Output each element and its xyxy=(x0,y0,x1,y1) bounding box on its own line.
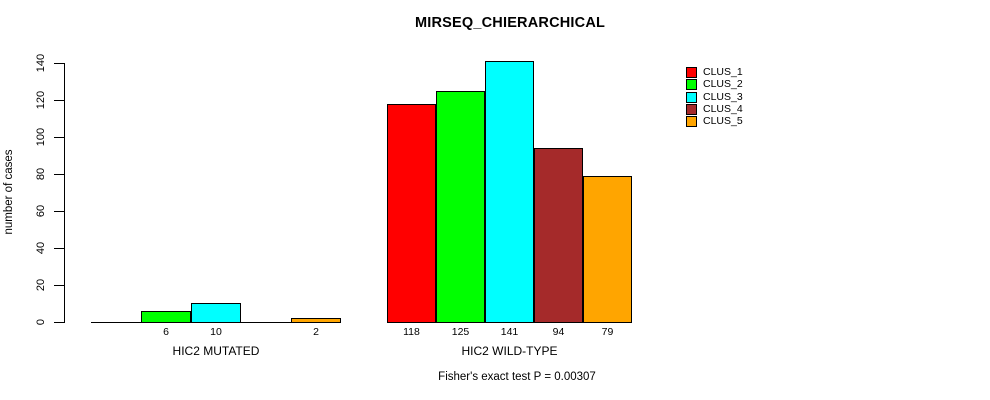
y-axis-tick xyxy=(54,137,64,138)
y-axis-tick-label: 100 xyxy=(35,127,47,147)
x-axis-group-label: HIC2 WILD-TYPE xyxy=(461,344,558,358)
bar-value-label: 94 xyxy=(552,326,565,338)
legend-swatch-clus_4 xyxy=(686,104,697,115)
y-axis-tick xyxy=(54,211,64,212)
chart-title: MIRSEQ_CHIERARCHICAL xyxy=(414,15,606,31)
legend-swatch-clus_2 xyxy=(686,79,697,90)
y-axis-label: number of cases xyxy=(3,149,15,235)
bar-clus_4-wild-type xyxy=(534,148,583,323)
bar-clus_2-mutated xyxy=(141,311,191,323)
bar-value-label: 118 xyxy=(403,326,420,338)
y-axis-tick-label: 80 xyxy=(35,167,47,181)
legend-swatch-clus_3 xyxy=(686,92,697,103)
y-axis-tick xyxy=(54,100,64,101)
legend-label-clus_4: CLUS_4 xyxy=(703,103,743,115)
y-axis-tick-label: 0 xyxy=(35,318,47,326)
y-axis-tick xyxy=(54,174,64,175)
bar-value-label: 6 xyxy=(163,326,169,338)
y-axis-tick xyxy=(54,248,64,249)
bar-value-label: 10 xyxy=(210,326,222,338)
y-axis-tick xyxy=(54,322,64,323)
y-axis-tick-label: 120 xyxy=(35,90,47,110)
bar-clus_5-wild-type xyxy=(583,176,632,323)
bar-clus_1-wild-type xyxy=(387,104,436,323)
bar-value-label: 79 xyxy=(601,326,614,338)
bar-clus_3-wild-type xyxy=(485,61,534,323)
y-axis-tick-label: 40 xyxy=(35,241,47,255)
legend-label-clus_3: CLUS_3 xyxy=(703,91,743,103)
x-axis-group-label: HIC2 MUTATED xyxy=(172,344,260,358)
y-axis-tick-label: 20 xyxy=(35,278,47,292)
bar-value-label: 141 xyxy=(500,326,519,338)
bar-value-label: 2 xyxy=(313,326,319,338)
y-axis-tick-label: 60 xyxy=(35,204,47,218)
legend-swatch-clus_5 xyxy=(686,116,697,127)
bar-clus_5-mutated xyxy=(291,318,341,323)
bar-clus_2-wild-type xyxy=(436,91,485,323)
legend-label-clus_5: CLUS_5 xyxy=(703,115,743,127)
y-axis-tick xyxy=(54,63,64,64)
y-axis-line xyxy=(64,63,65,323)
y-axis-tick-label: 140 xyxy=(35,53,47,73)
y-axis-tick xyxy=(54,285,64,286)
legend-swatch-clus_1 xyxy=(686,67,697,78)
bar-clus_3-mutated xyxy=(191,303,241,323)
footer-annotation: Fisher's exact test P = 0.00307 xyxy=(438,371,596,383)
legend-label-clus_2: CLUS_2 xyxy=(703,78,743,90)
legend-label-clus_1: CLUS_1 xyxy=(703,66,743,78)
bar-value-label: 125 xyxy=(451,326,470,338)
